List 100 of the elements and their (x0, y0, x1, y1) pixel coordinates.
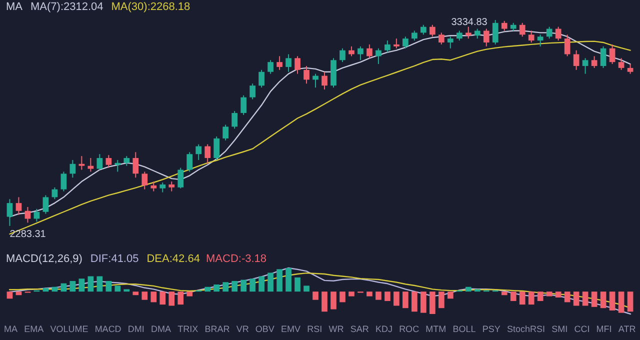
bar (124, 289, 130, 292)
candlestick (618, 58, 624, 70)
candlestick (348, 46, 354, 57)
bar (70, 280, 76, 292)
candlestick (456, 30, 462, 42)
candlestick (394, 38, 400, 49)
text: RSI (307, 324, 322, 336)
candlestick (340, 48, 346, 63)
candlestick (402, 36, 408, 49)
candlestick (304, 65, 310, 84)
candlestick (384, 40, 390, 53)
text: MA (4, 324, 18, 336)
bar (420, 292, 426, 313)
candlestick (322, 71, 328, 90)
bar (258, 276, 264, 292)
bar (447, 292, 454, 299)
bar (600, 292, 606, 308)
candlestick (483, 28, 490, 47)
candlestick (609, 44, 616, 65)
candlestick (106, 154, 112, 168)
candlestick (429, 24, 436, 38)
candlestick (150, 181, 157, 192)
series-label: DEA:42.64 (146, 252, 200, 266)
bar (42, 288, 49, 292)
bar (268, 272, 274, 292)
bar (178, 292, 184, 305)
candlestick (78, 156, 85, 170)
bar (546, 292, 552, 296)
bar (304, 286, 310, 292)
text: 2283.31 (10, 228, 46, 240)
text: KDJ (375, 324, 392, 336)
candlestick (600, 46, 606, 68)
bar (322, 292, 328, 312)
candlestick (420, 24, 426, 36)
candlestick (258, 69, 264, 88)
bar (474, 289, 480, 292)
text: TRIX (178, 324, 198, 336)
candlestick (376, 48, 382, 65)
text: BRAR (204, 324, 230, 336)
bar (16, 292, 22, 296)
candlestick (60, 171, 67, 192)
candlestick (52, 186, 58, 200)
bar (376, 292, 382, 300)
candlestick (438, 32, 444, 45)
bar (214, 284, 220, 292)
text: OBV (255, 324, 274, 336)
candlestick (168, 181, 175, 192)
candlestick (294, 56, 300, 74)
candlestick (178, 167, 184, 189)
candlestick (447, 36, 454, 49)
text: MACD (94, 324, 122, 336)
bar (142, 292, 148, 300)
bar (204, 286, 211, 292)
candlestick (312, 73, 318, 88)
candlestick (114, 159, 121, 172)
text: DMI (128, 324, 144, 336)
candlestick (222, 124, 228, 141)
text: VOLUME (50, 324, 88, 336)
candlestick (286, 54, 292, 72)
bar (438, 292, 444, 308)
candlestick (366, 44, 372, 59)
text: MFI (596, 324, 612, 336)
text: MA(7):2312.04 (30, 0, 104, 14)
candlestick (519, 22, 526, 38)
candlestick (465, 26, 472, 40)
bar (618, 292, 624, 313)
text: SAR (350, 324, 369, 336)
bar (78, 278, 85, 292)
bar (402, 292, 408, 308)
bar (429, 292, 436, 314)
text: ROC (399, 324, 420, 336)
bar (52, 286, 58, 292)
candlestick (6, 198, 13, 226)
bar (528, 292, 534, 305)
candlestick (214, 136, 220, 160)
bar (250, 278, 256, 292)
candlestick (573, 50, 580, 70)
series-label: DIF:41.05 (90, 252, 139, 266)
bar (465, 286, 472, 292)
candlestick (240, 94, 246, 116)
bar (555, 292, 562, 298)
bar (573, 292, 580, 306)
text: EMA (24, 324, 44, 336)
candlestick (546, 26, 552, 40)
bar (519, 292, 526, 305)
bar (591, 292, 598, 307)
candlestick (412, 30, 418, 42)
candlestick (474, 28, 480, 40)
candlestick (232, 110, 238, 130)
text: EMV (281, 324, 301, 336)
text: CCI (574, 324, 590, 336)
bar (106, 280, 112, 292)
bar (150, 292, 157, 302)
text: SMI (552, 324, 568, 336)
bar (232, 280, 238, 292)
bar (240, 280, 246, 292)
candlestick (492, 20, 498, 45)
bar (501, 292, 508, 296)
bar (114, 286, 121, 292)
legend-title: MACD(12,26,9) (6, 252, 82, 266)
